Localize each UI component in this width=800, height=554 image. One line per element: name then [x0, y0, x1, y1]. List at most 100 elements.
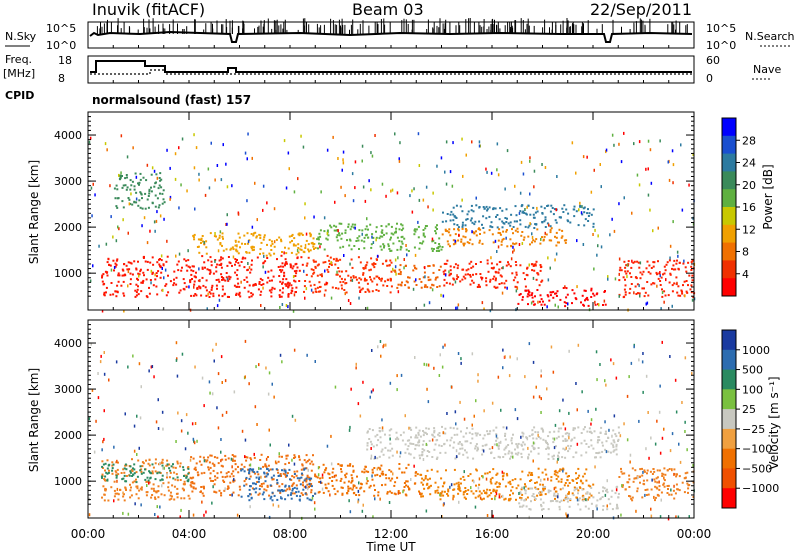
data-cell	[388, 456, 391, 459]
data-cell	[579, 201, 581, 205]
data-cell	[433, 431, 436, 434]
data-cell	[400, 236, 403, 239]
data-cell	[321, 273, 323, 277]
data-cell	[226, 475, 229, 478]
data-cell	[558, 216, 561, 219]
data-cell	[269, 468, 272, 471]
data-cell	[201, 492, 204, 495]
data-cell	[628, 292, 631, 295]
data-cell	[535, 260, 538, 263]
data-cell	[615, 453, 618, 456]
data-cell	[573, 489, 576, 492]
data-cell	[262, 283, 265, 286]
data-cell	[441, 220, 444, 223]
data-cell	[494, 286, 497, 289]
data-cell	[151, 272, 154, 275]
data-cell	[547, 447, 550, 450]
data-cell	[440, 293, 442, 297]
data-cell	[401, 471, 404, 474]
data-cell	[279, 306, 281, 309]
data-cell	[508, 374, 511, 378]
data-cell	[540, 505, 543, 508]
data-cell	[207, 259, 210, 262]
data-cell	[529, 508, 532, 511]
data-cell	[612, 446, 615, 449]
data-cell	[139, 416, 142, 420]
data-cell	[554, 303, 556, 307]
data-cell	[187, 259, 190, 262]
data-cell	[363, 490, 366, 493]
data-cell	[178, 206, 180, 210]
data-cell	[606, 504, 608, 508]
data-cell	[553, 487, 556, 491]
data-cell	[253, 471, 256, 474]
data-cell	[368, 269, 371, 272]
data-cell	[221, 278, 223, 281]
data-cell	[299, 483, 302, 486]
data-cell	[407, 485, 409, 488]
data-cell	[625, 264, 628, 267]
data-cell	[452, 277, 455, 280]
data-cell	[412, 287, 415, 291]
data-cell	[542, 508, 545, 510]
data-cell	[408, 439, 411, 442]
data-cell	[507, 444, 510, 446]
data-cell	[381, 426, 384, 430]
data-cell	[123, 294, 126, 297]
data-cell	[684, 356, 687, 360]
data-cell	[483, 434, 486, 437]
data-cell	[265, 465, 268, 468]
data-cell	[469, 219, 472, 222]
data-cell	[452, 488, 455, 491]
data-cell	[681, 481, 684, 484]
data-cell	[129, 483, 131, 486]
data-cell	[129, 489, 132, 492]
data-cell	[295, 272, 298, 275]
data-cell	[303, 285, 306, 288]
data-cell	[521, 505, 524, 508]
data-cell	[672, 268, 675, 271]
data-cell	[159, 472, 162, 474]
data-cell	[297, 251, 300, 254]
data-cell	[514, 285, 517, 288]
data-cell	[116, 291, 119, 294]
data-cell	[259, 277, 262, 280]
data-cell	[265, 457, 268, 461]
data-cell	[535, 385, 537, 389]
data-cell	[625, 272, 628, 275]
data-cell	[571, 141, 574, 145]
data-cell	[548, 223, 550, 227]
data-cell	[637, 261, 640, 264]
data-cell	[173, 471, 176, 474]
data-cell	[275, 468, 278, 471]
data-cell	[645, 494, 648, 496]
data-cell	[582, 475, 585, 478]
data-cell	[583, 224, 586, 227]
data-cell	[221, 285, 224, 288]
data-cell	[564, 241, 567, 244]
x-axis-label: Time UT	[365, 540, 416, 554]
data-cell	[642, 479, 645, 482]
data-cell	[479, 433, 482, 436]
data-cell	[457, 481, 460, 484]
data-cell	[467, 210, 470, 213]
data-cell	[482, 215, 485, 218]
data-cell	[313, 215, 315, 219]
data-cell	[511, 442, 513, 445]
data-cell	[562, 447, 565, 450]
data-cell	[475, 230, 477, 233]
data-cell	[497, 447, 500, 450]
data-cell	[565, 208, 568, 211]
data-cell	[280, 254, 283, 257]
data-cell	[172, 463, 174, 466]
data-cell	[342, 161, 345, 165]
data-cell	[438, 269, 441, 271]
data-cell	[682, 284, 684, 287]
data-cell	[218, 234, 221, 237]
data-cell	[537, 431, 540, 434]
data-cell	[497, 173, 500, 177]
data-cell	[585, 451, 588, 454]
data-cell	[214, 178, 216, 182]
data-cell	[436, 439, 439, 441]
data-cell	[297, 177, 299, 181]
